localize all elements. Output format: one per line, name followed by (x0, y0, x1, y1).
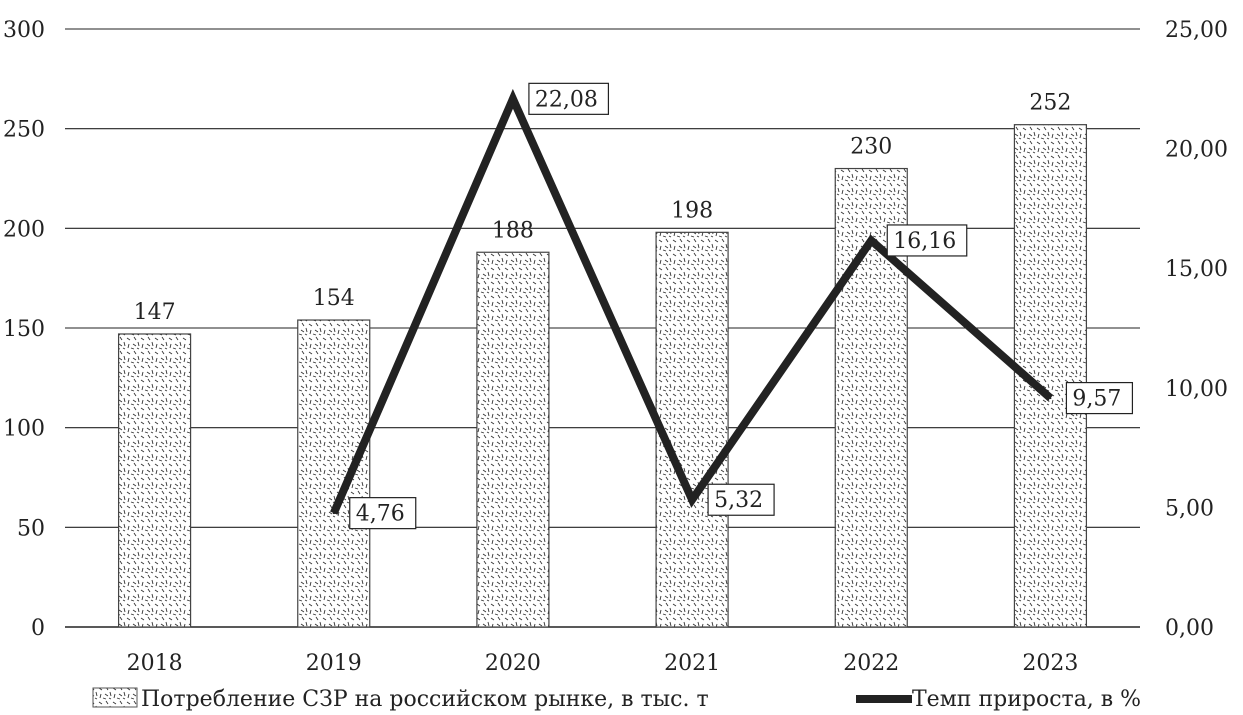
legend-bar-label: Потребление СЗР на российском рынке, в т… (141, 687, 709, 712)
legend-line-label: Темп прироста, в % (912, 687, 1141, 712)
y-left-tick-label: 150 (3, 317, 45, 342)
line-label-box (528, 82, 610, 115)
growth-point (691, 498, 694, 501)
line-value-label: 4,76 (356, 502, 405, 527)
y-left-tick-label: 50 (17, 516, 45, 541)
axes: 0 50 100 150 200 250 300 0,00 5,00 10,00 15,00 20,0… (3, 18, 1228, 676)
bar-value-label: 188 (492, 218, 534, 243)
y-left-tick-label: 0 (31, 616, 45, 641)
bar-value-label: 230 (850, 135, 892, 160)
x-tick-label: 2019 (306, 651, 362, 676)
x-tick-label: 2023 (1022, 651, 1078, 676)
growth-line (330, 88, 1054, 515)
y-left-tick-label: 250 (3, 118, 45, 143)
line-label-box (349, 497, 417, 530)
x-tick-label: 2018 (127, 651, 183, 676)
y-right-tick-label: 20,00 (1165, 138, 1228, 163)
line-label-box (707, 483, 775, 516)
data-labels: 147 154 188 198 230 252 4,76 22,08 5,32 16,16 9,57 (134, 82, 1134, 530)
line-value-label: 22,08 (535, 87, 598, 112)
bar-value-label: 154 (313, 286, 355, 311)
bar-value-label: 198 (671, 198, 713, 223)
bar (655, 231, 729, 628)
y-right-tick-label: 25,00 (1165, 18, 1228, 43)
bar-value-label: 147 (134, 300, 176, 325)
growth-point (511, 97, 514, 100)
x-tick-label: 2021 (664, 651, 720, 676)
line-label-box (1065, 381, 1134, 415)
growth-point (332, 512, 335, 515)
y-right-tick-label: 10,00 (1165, 377, 1228, 402)
bar (297, 319, 371, 628)
line-value-label: 16,16 (893, 229, 956, 254)
y-right-tick-label: 0,00 (1165, 616, 1214, 641)
bar-value-label: 252 (1029, 91, 1071, 116)
gridlines (65, 28, 1140, 628)
legend: Потребление СЗР на российском рынке, в т… (92, 687, 1141, 712)
bar (117, 333, 192, 628)
y-right-tick-label: 5,00 (1165, 496, 1214, 521)
line-label-box (886, 224, 968, 257)
y-left-tick-label: 300 (3, 18, 45, 43)
bars (117, 124, 1088, 628)
growth-point (870, 239, 873, 242)
line-value-label: 5,32 (714, 488, 763, 513)
y-left-tick-label: 200 (3, 217, 45, 242)
y-left-tick-label: 100 (3, 417, 45, 442)
growth-point (1049, 397, 1052, 400)
line-value-label: 9,57 (1072, 387, 1121, 412)
x-tick-label: 2020 (485, 651, 541, 676)
y-right-tick-label: 15,00 (1165, 257, 1228, 282)
legend-bar-swatch (92, 687, 138, 708)
bar (476, 251, 550, 628)
x-tick-label: 2022 (843, 651, 899, 676)
